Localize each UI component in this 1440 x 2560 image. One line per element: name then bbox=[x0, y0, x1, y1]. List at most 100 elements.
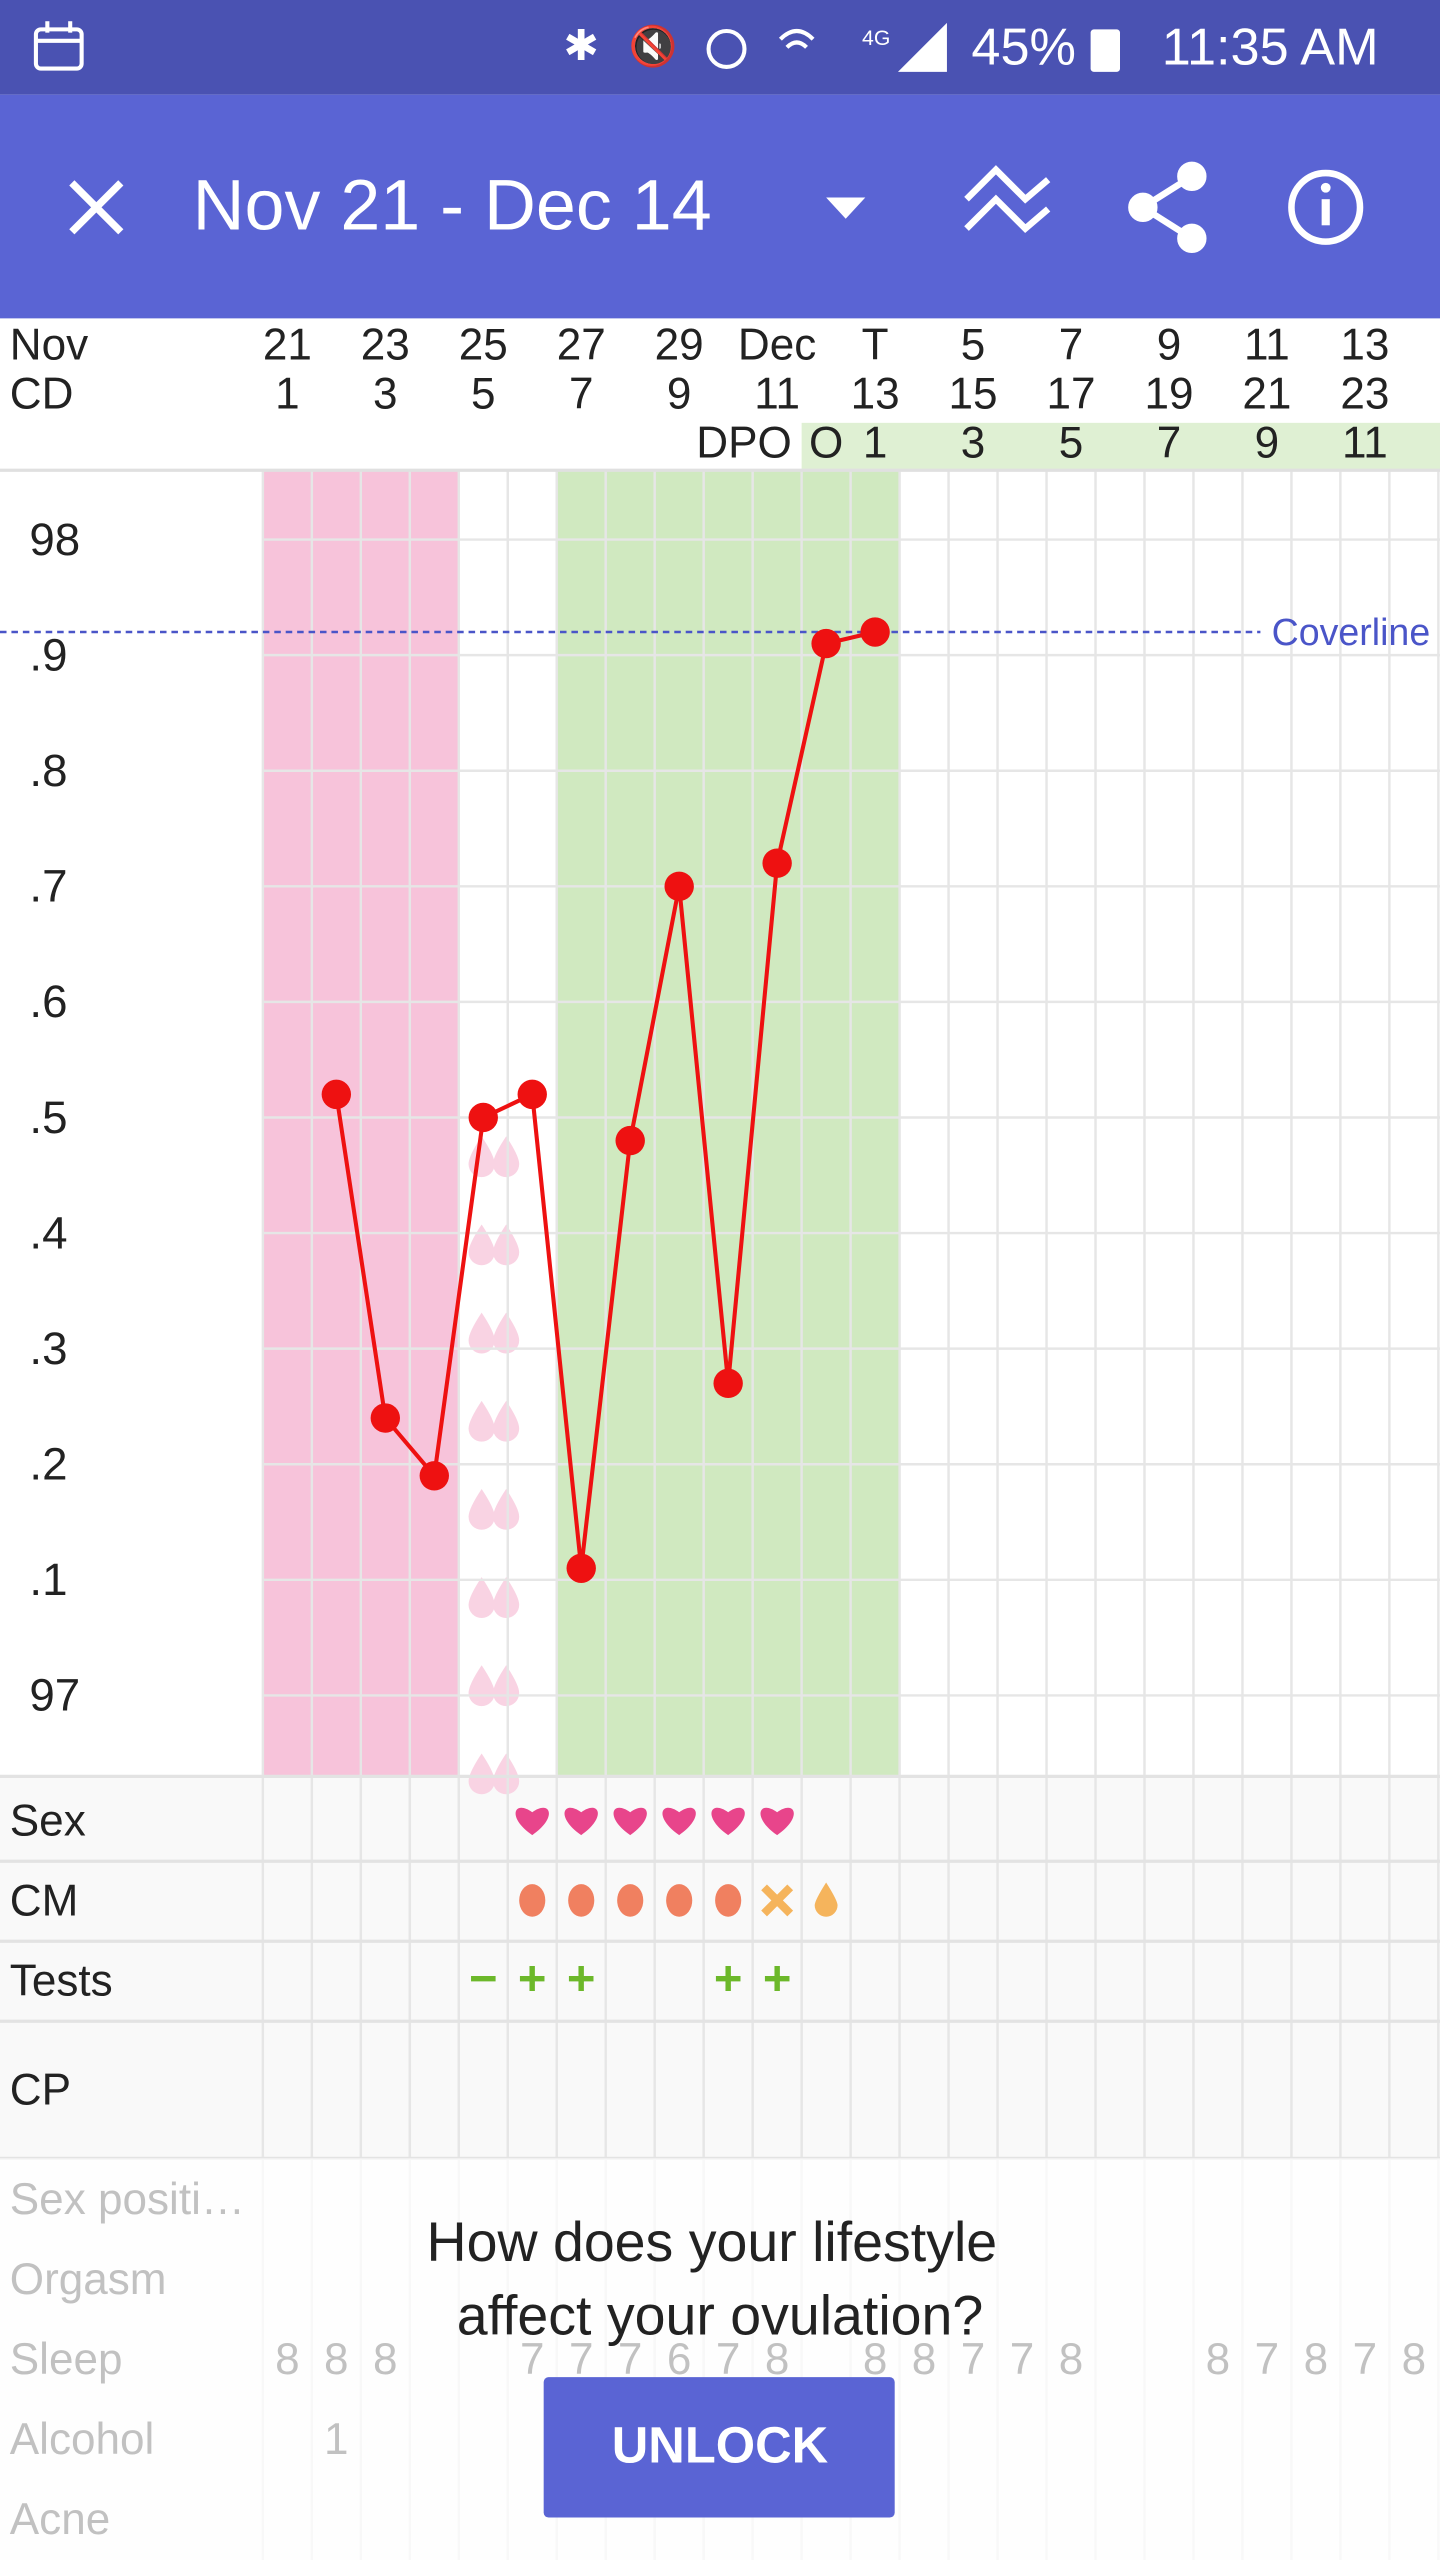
cycle-day: 11 bbox=[754, 369, 800, 418]
date-label: 13 bbox=[1340, 320, 1389, 369]
dpo-day: 11 bbox=[1342, 418, 1388, 467]
temperature-point bbox=[517, 1079, 547, 1110]
symptom-label: Tests bbox=[10, 1956, 113, 2005]
spotting-drop bbox=[468, 1400, 495, 1442]
dpo-day: 3 bbox=[961, 418, 986, 467]
date-label: 7 bbox=[1059, 320, 1084, 369]
test-result: − bbox=[469, 1952, 498, 2006]
y-tick-label: 97 bbox=[29, 1670, 80, 1721]
cycle-day: 9 bbox=[667, 369, 692, 418]
temperature-point bbox=[713, 1368, 743, 1399]
app-bar bbox=[0, 94, 1440, 319]
dpo-day: 7 bbox=[1157, 418, 1182, 467]
cycle-day: 13 bbox=[851, 369, 900, 418]
coverline-label: Coverline bbox=[1272, 611, 1431, 653]
y-tick-label: .2 bbox=[29, 1439, 67, 1490]
symptom-label: Sex bbox=[10, 1796, 86, 1845]
promo: UNLOCK How does your lifestyle affect yo… bbox=[427, 2211, 998, 2518]
unlock-label[interactable]: UNLOCK bbox=[612, 2416, 829, 2473]
y-tick-label: .3 bbox=[29, 1323, 67, 1374]
cm-egg-white bbox=[519, 1884, 546, 1917]
spotting-drop bbox=[493, 1665, 520, 1707]
cycle-day: 1 bbox=[275, 369, 300, 418]
close-button[interactable] bbox=[69, 180, 124, 235]
dropdown-arrow[interactable] bbox=[826, 197, 866, 219]
y-tick-label: .7 bbox=[29, 861, 67, 912]
spotting-drop bbox=[493, 1753, 520, 1795]
dpo-day: 9 bbox=[1255, 418, 1280, 467]
date-label: 29 bbox=[655, 320, 704, 369]
heart-icon bbox=[760, 1807, 794, 1836]
y-tick-label: .5 bbox=[29, 1092, 67, 1143]
month-label: Nov bbox=[10, 320, 88, 369]
cycle-day: 21 bbox=[1242, 369, 1291, 418]
date-label: 27 bbox=[557, 320, 606, 369]
cycle-day: 23 bbox=[1340, 369, 1389, 418]
spotting-drop bbox=[493, 1400, 520, 1442]
date-label: 9 bbox=[1157, 320, 1182, 369]
heart-icon bbox=[613, 1807, 647, 1836]
unlock-button[interactable] bbox=[543, 2377, 895, 2518]
battery-level: 45% bbox=[971, 18, 1076, 76]
date-label: Dec bbox=[738, 320, 816, 369]
spotting-drop bbox=[493, 1577, 520, 1618]
cycle-day: 3 bbox=[373, 369, 398, 418]
date-label: 21 bbox=[263, 320, 312, 369]
dpo-band bbox=[801, 422, 1440, 471]
phase-band bbox=[556, 470, 900, 1777]
test-result: + bbox=[567, 1952, 596, 2006]
y-tick-label: .8 bbox=[29, 745, 67, 796]
chart-toggle[interactable] bbox=[964, 165, 1051, 234]
spotting-drop bbox=[493, 1488, 520, 1530]
symptom-label: CP bbox=[10, 2066, 71, 2115]
dpo-label: DPO bbox=[696, 418, 792, 467]
temperature-point bbox=[468, 1102, 498, 1133]
cycle-day: 17 bbox=[1047, 369, 1096, 418]
share-button[interactable] bbox=[1128, 161, 1207, 254]
temperature-point bbox=[860, 617, 890, 647]
promo-line: affect your ovulation? bbox=[457, 2285, 984, 2347]
test-result: + bbox=[714, 1952, 743, 2006]
date-range-title[interactable]: Nov 21 - Dec 14 bbox=[193, 166, 712, 246]
dpo-day: 5 bbox=[1059, 418, 1084, 467]
clock: 11:35 AM bbox=[1162, 18, 1379, 76]
cycle-day: 15 bbox=[949, 369, 998, 418]
date-label: 11 bbox=[1244, 320, 1290, 369]
cycle-day: 5 bbox=[471, 369, 496, 418]
y-tick-label: .1 bbox=[29, 1554, 67, 1605]
svg-text:✱: ✱ bbox=[563, 22, 599, 69]
status-bar bbox=[0, 0, 1440, 95]
spotting-drop bbox=[468, 1224, 495, 1266]
spotting-drop bbox=[468, 1312, 495, 1354]
spotting-drop bbox=[493, 1136, 520, 1178]
date-label: 23 bbox=[361, 320, 410, 369]
y-tick-label: .9 bbox=[29, 629, 67, 680]
temperature-point bbox=[762, 848, 792, 878]
heart-icon bbox=[515, 1807, 549, 1836]
cm-egg-white bbox=[666, 1884, 693, 1917]
temperature-point bbox=[566, 1553, 596, 1583]
cycle-day: 7 bbox=[569, 369, 594, 418]
temperature-point bbox=[664, 871, 694, 902]
spotting-drop bbox=[493, 1312, 520, 1354]
status-icons: ✱ 🔇 4G bbox=[563, 22, 1120, 72]
cycle-day: 19 bbox=[1144, 369, 1193, 418]
temperature-point bbox=[419, 1461, 449, 1491]
test-result: + bbox=[518, 1952, 547, 2006]
y-tick-label: .6 bbox=[29, 976, 67, 1027]
symptom-label: CM bbox=[10, 1876, 79, 1925]
dpo-day: O bbox=[809, 418, 843, 467]
info-button[interactable] bbox=[1288, 169, 1364, 245]
temperature-point bbox=[370, 1403, 400, 1433]
spotting-drop bbox=[468, 1753, 495, 1795]
y-tick-label: .4 bbox=[29, 1207, 67, 1258]
svg-text:4G: 4G bbox=[862, 27, 890, 50]
promo-line: How does your lifestyle bbox=[427, 2211, 998, 2273]
temperature-point bbox=[811, 628, 841, 659]
cm-egg-white bbox=[715, 1884, 742, 1917]
dpo-day: 1 bbox=[863, 418, 888, 467]
cm-egg-white bbox=[568, 1884, 595, 1917]
cycle-day-label: CD bbox=[10, 369, 74, 418]
svg-text:🔇: 🔇 bbox=[629, 23, 678, 68]
